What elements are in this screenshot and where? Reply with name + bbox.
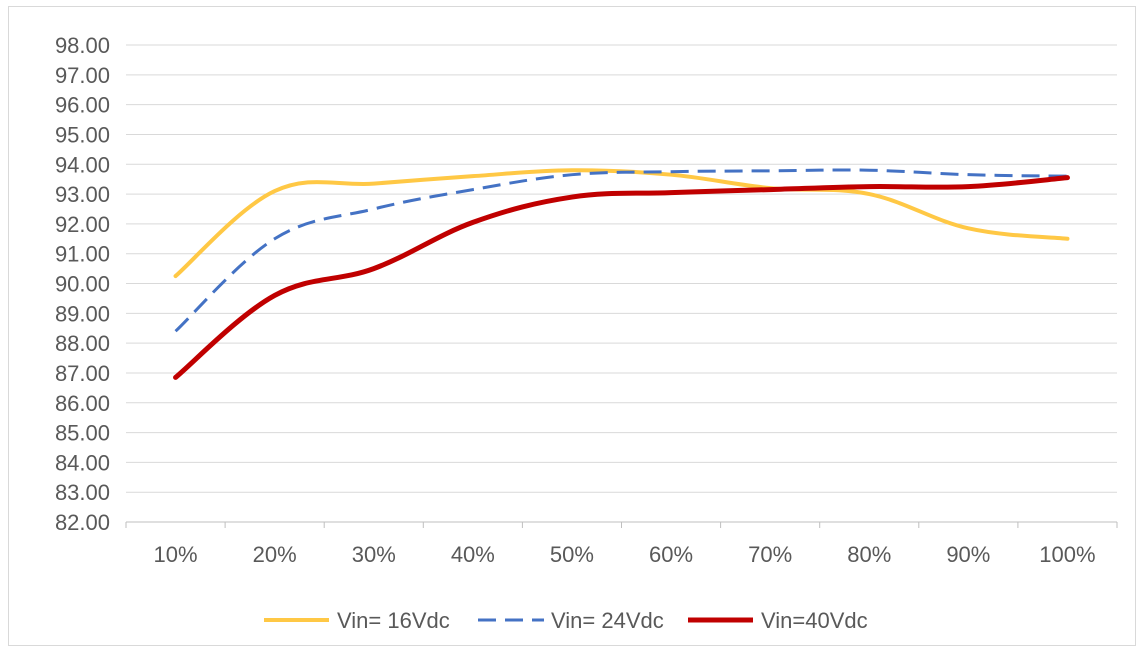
y-tick-label: 83.00 — [55, 480, 110, 505]
y-tick-label: 92.00 — [55, 212, 110, 237]
y-tick-label: 87.00 — [55, 361, 110, 386]
x-tick-label: 50% — [550, 542, 594, 567]
x-tick-label: 10% — [154, 542, 198, 567]
x-tick-label: 80% — [847, 542, 891, 567]
x-tick-label: 100% — [1039, 542, 1095, 567]
y-tick-label: 95.00 — [55, 122, 110, 147]
x-tick-label: 60% — [649, 542, 693, 567]
x-tick-label: 20% — [253, 542, 297, 567]
x-tick-label: 90% — [946, 542, 990, 567]
y-tick-label: 90.00 — [55, 272, 110, 297]
series-line — [173, 175, 1070, 380]
legend: Vin= 16Vdc Vin= 24Vdc Vin=40Vdc — [264, 608, 868, 633]
y-tick-label: 88.00 — [55, 331, 110, 356]
x-tick-label: 30% — [352, 542, 396, 567]
y-tick-label: 96.00 — [55, 93, 110, 118]
y-tick-label: 82.00 — [55, 510, 110, 535]
y-tick-label: 86.00 — [55, 391, 110, 416]
chart-frame — [8, 6, 1136, 646]
y-tick-label: 93.00 — [55, 182, 110, 207]
y-tick-label: 97.00 — [55, 63, 110, 88]
legend-label: Vin= 24Vdc — [551, 608, 664, 633]
y-tick-label: 85.00 — [55, 421, 110, 446]
grid-layer — [126, 44, 1117, 493]
y-tick-label: 91.00 — [55, 242, 110, 267]
y-tick-label: 94.00 — [55, 152, 110, 177]
x-tick-label: 40% — [451, 542, 495, 567]
y-tick-label: 84.00 — [55, 450, 110, 475]
y-tick-label: 98.00 — [55, 33, 110, 58]
series-layer — [173, 168, 1070, 380]
y-tick-label: 89.00 — [55, 301, 110, 326]
axis-layer: 82.00 83.00 84.00 85.00 86.00 87.00 88.00 89.00… — [55, 33, 1118, 567]
x-tick-label: 70% — [748, 542, 792, 567]
legend-label: Vin=40Vdc — [761, 608, 868, 633]
series-line — [174, 168, 1068, 333]
legend-label: Vin= 16Vdc — [337, 608, 450, 633]
